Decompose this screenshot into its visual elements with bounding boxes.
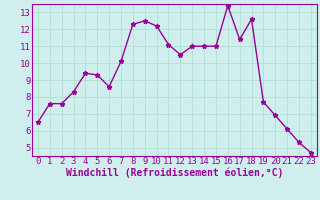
X-axis label: Windchill (Refroidissement éolien,°C): Windchill (Refroidissement éolien,°C): [66, 168, 283, 178]
